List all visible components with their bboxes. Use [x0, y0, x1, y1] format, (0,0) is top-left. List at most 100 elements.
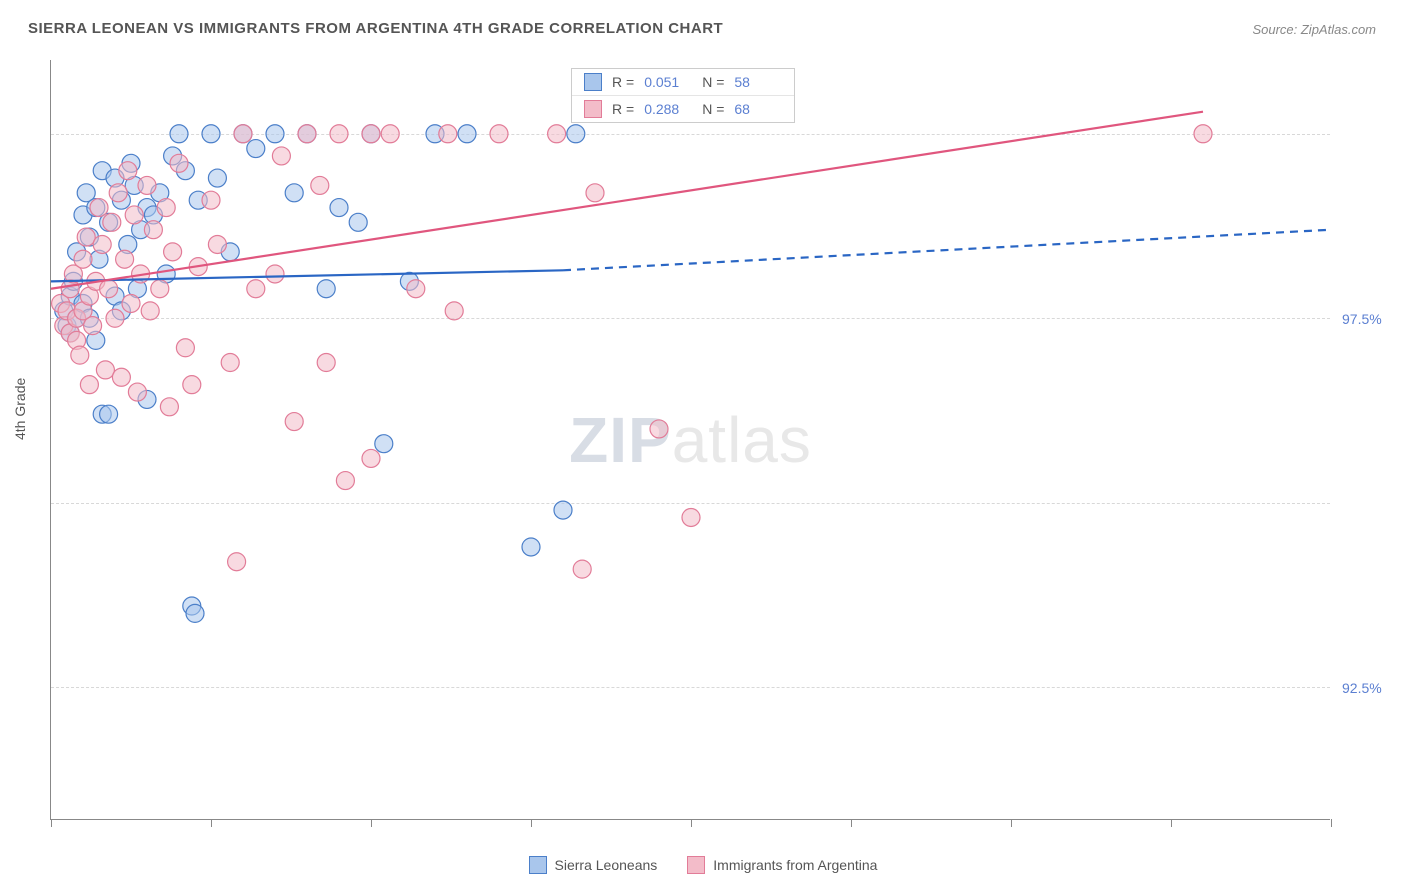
legend-n-value: 58: [734, 74, 782, 90]
data-point: [93, 235, 111, 253]
legend-n-value: 68: [734, 101, 782, 117]
data-point: [103, 213, 121, 231]
x-tick: [211, 819, 212, 827]
data-point: [285, 413, 303, 431]
y-axis-label: 4th Grade: [12, 378, 28, 440]
data-point: [71, 346, 89, 364]
data-point: [125, 206, 143, 224]
x-tick: [1011, 819, 1012, 827]
data-point: [266, 265, 284, 283]
trend-line: [51, 112, 1203, 289]
data-point: [116, 250, 134, 268]
data-point: [490, 125, 508, 143]
legend-swatch: [529, 856, 547, 874]
data-point: [349, 213, 367, 231]
legend-r-label: R =: [612, 74, 634, 90]
data-point: [311, 176, 329, 194]
x-tick: [531, 819, 532, 827]
data-point: [247, 140, 265, 158]
legend-r-value: 0.288: [644, 101, 692, 117]
data-point: [170, 125, 188, 143]
data-point: [336, 472, 354, 490]
data-point: [202, 191, 220, 209]
data-point: [128, 383, 146, 401]
legend-n-label: N =: [702, 74, 724, 90]
data-point: [74, 250, 92, 268]
data-point: [375, 435, 393, 453]
plot-area: ZIPatlas 92.5%97.5% R =0.051N =58R =0.28…: [50, 60, 1330, 820]
legend-swatch: [584, 100, 602, 118]
data-point: [682, 508, 700, 526]
x-tick: [51, 819, 52, 827]
data-point: [221, 354, 239, 372]
legend-r-value: 0.051: [644, 74, 692, 90]
legend-row: R = 0.288 N = 68: [572, 96, 794, 122]
data-point: [106, 309, 124, 327]
data-point: [119, 162, 137, 180]
data-point: [100, 405, 118, 423]
x-tick: [371, 819, 372, 827]
data-point: [183, 376, 201, 394]
data-point: [650, 420, 668, 438]
series-legend-item: Immigrants from Argentina: [687, 856, 877, 874]
chart-title: SIERRA LEONEAN VS IMMIGRANTS FROM ARGENT…: [28, 20, 723, 37]
data-point: [96, 361, 114, 379]
series-legend-item: Sierra Leoneans: [529, 856, 658, 874]
data-point: [458, 125, 476, 143]
data-point: [330, 125, 348, 143]
data-point: [298, 125, 316, 143]
data-point: [285, 184, 303, 202]
data-point: [522, 538, 540, 556]
legend-row: R = 0.051 N = 58: [572, 69, 794, 96]
data-point: [100, 280, 118, 298]
series-legend-label: Sierra Leoneans: [555, 857, 658, 873]
data-point: [573, 560, 591, 578]
correlation-legend: R = 0.051 N = 58 R = 0.288 N = 68: [571, 68, 795, 123]
data-point: [170, 154, 188, 172]
data-point: [445, 302, 463, 320]
data-point: [1194, 125, 1212, 143]
trend-line-extrapolated: [563, 230, 1331, 271]
data-point: [548, 125, 566, 143]
data-point: [112, 368, 130, 386]
y-tick-label: 92.5%: [1342, 680, 1402, 696]
data-point: [381, 125, 399, 143]
data-point: [202, 125, 220, 143]
series-legend: Sierra Leoneans Immigrants from Argentina: [0, 856, 1406, 874]
data-point: [586, 184, 604, 202]
series-legend-label: Immigrants from Argentina: [713, 857, 877, 873]
data-point: [164, 243, 182, 261]
data-point: [122, 294, 140, 312]
data-point: [266, 125, 284, 143]
data-point: [407, 280, 425, 298]
data-point: [362, 449, 380, 467]
data-point: [84, 317, 102, 335]
x-tick: [851, 819, 852, 827]
x-tick: [1331, 819, 1332, 827]
legend-r-label: R =: [612, 101, 634, 117]
data-point: [362, 125, 380, 143]
data-point: [144, 221, 162, 239]
data-point: [141, 302, 159, 320]
data-point: [208, 235, 226, 253]
data-point: [151, 280, 169, 298]
source-attribution: Source: ZipAtlas.com: [1252, 22, 1376, 37]
data-point: [567, 125, 585, 143]
x-tick: [1171, 819, 1172, 827]
data-point: [330, 199, 348, 217]
data-point: [272, 147, 290, 165]
legend-n-label: N =: [702, 101, 724, 117]
legend-swatch: [584, 73, 602, 91]
data-point: [247, 280, 265, 298]
data-point: [80, 376, 98, 394]
data-point: [228, 553, 246, 571]
data-point: [77, 228, 95, 246]
legend-swatch: [687, 856, 705, 874]
data-point: [176, 339, 194, 357]
chart-svg: [51, 60, 1330, 819]
y-tick-label: 97.5%: [1342, 311, 1402, 327]
data-point: [208, 169, 226, 187]
data-point: [157, 199, 175, 217]
data-point: [317, 354, 335, 372]
data-point: [186, 604, 204, 622]
